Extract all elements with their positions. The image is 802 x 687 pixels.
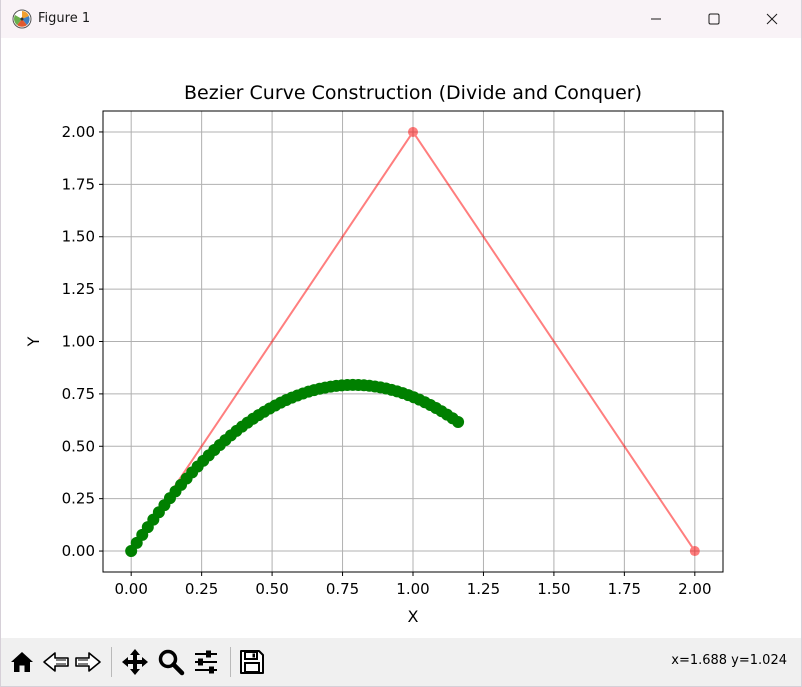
minimize-icon [650, 13, 662, 25]
y-tick-label: 0.00 [62, 542, 95, 560]
curve-line [130, 383, 459, 552]
x-tick-label: 1.50 [537, 580, 570, 598]
configure-subplots-button[interactable] [189, 646, 223, 678]
zoom-icon [157, 648, 185, 676]
x-tick-label: 1.00 [396, 580, 429, 598]
bezier-chart[interactable]: 0.00 0.25 0.50 0.75 1.00 1.25 1.50 1.75 2.00 0.00… [1, 38, 801, 638]
y-tick-label: 1.25 [62, 280, 95, 298]
bezier-curve [125, 378, 465, 558]
chart-title: Bezier Curve Construction (Divide and Co… [184, 82, 642, 104]
close-button[interactable] [743, 0, 801, 38]
back-button[interactable] [39, 646, 73, 678]
x-tick-label: 0.25 [185, 580, 218, 598]
y-tick-label: 1.00 [62, 333, 95, 351]
navigation-toolbar: x=1.688 y=1.024 [1, 638, 801, 686]
x-axis-label: X [408, 607, 419, 626]
toolbar-separator [230, 647, 231, 677]
x-tick-label: 1.25 [467, 580, 500, 598]
minimize-button[interactable] [627, 0, 685, 38]
maximize-icon [708, 13, 720, 25]
x-tick-label: 0.00 [114, 580, 147, 598]
save-button[interactable] [235, 646, 269, 678]
y-axis-label: Y [24, 336, 43, 347]
home-button[interactable] [5, 646, 39, 678]
plot-series [125, 126, 700, 558]
control-point [689, 546, 700, 557]
y-tick-label: 2.00 [62, 123, 95, 141]
cursor-coordinates: x=1.688 y=1.024 [671, 653, 787, 668]
y-tick-label: 0.75 [62, 385, 95, 403]
curve-point [452, 416, 465, 429]
matplotlib-logo-icon [12, 9, 32, 29]
title-bar[interactable]: Figure 1 [1, 0, 801, 38]
x-tick-label: 0.50 [255, 580, 288, 598]
control-point [408, 126, 418, 137]
y-tick-label: 1.50 [62, 228, 95, 246]
close-icon [766, 13, 778, 25]
forward-icon [74, 650, 102, 674]
y-tick-label: 1.75 [62, 175, 95, 193]
window-title: Figure 1 [38, 11, 91, 26]
forward-button[interactable] [71, 646, 105, 678]
y-tick-label: 0.50 [62, 437, 95, 455]
maximize-button[interactable] [685, 0, 743, 38]
x-tick-label: 1.75 [608, 580, 641, 598]
toolbar-separator [111, 647, 112, 677]
subplots-icon [192, 649, 220, 675]
axis-ticks: 0.00 0.25 0.50 0.75 1.00 1.25 1.50 1.75 2.00 0.00… [62, 123, 712, 598]
x-tick-label: 2.00 [678, 580, 711, 598]
home-icon [9, 650, 35, 674]
save-icon [239, 649, 265, 675]
pan-icon [121, 648, 149, 676]
back-icon [42, 650, 70, 674]
figure-canvas[interactable]: 0.00 0.25 0.50 0.75 1.00 1.25 1.50 1.75 2.00 0.00… [1, 38, 801, 638]
pan-button[interactable] [118, 646, 152, 678]
y-tick-label: 0.25 [62, 490, 95, 508]
x-tick-label: 0.75 [326, 580, 359, 598]
grid-lines [103, 111, 723, 572]
zoom-button[interactable] [154, 646, 188, 678]
